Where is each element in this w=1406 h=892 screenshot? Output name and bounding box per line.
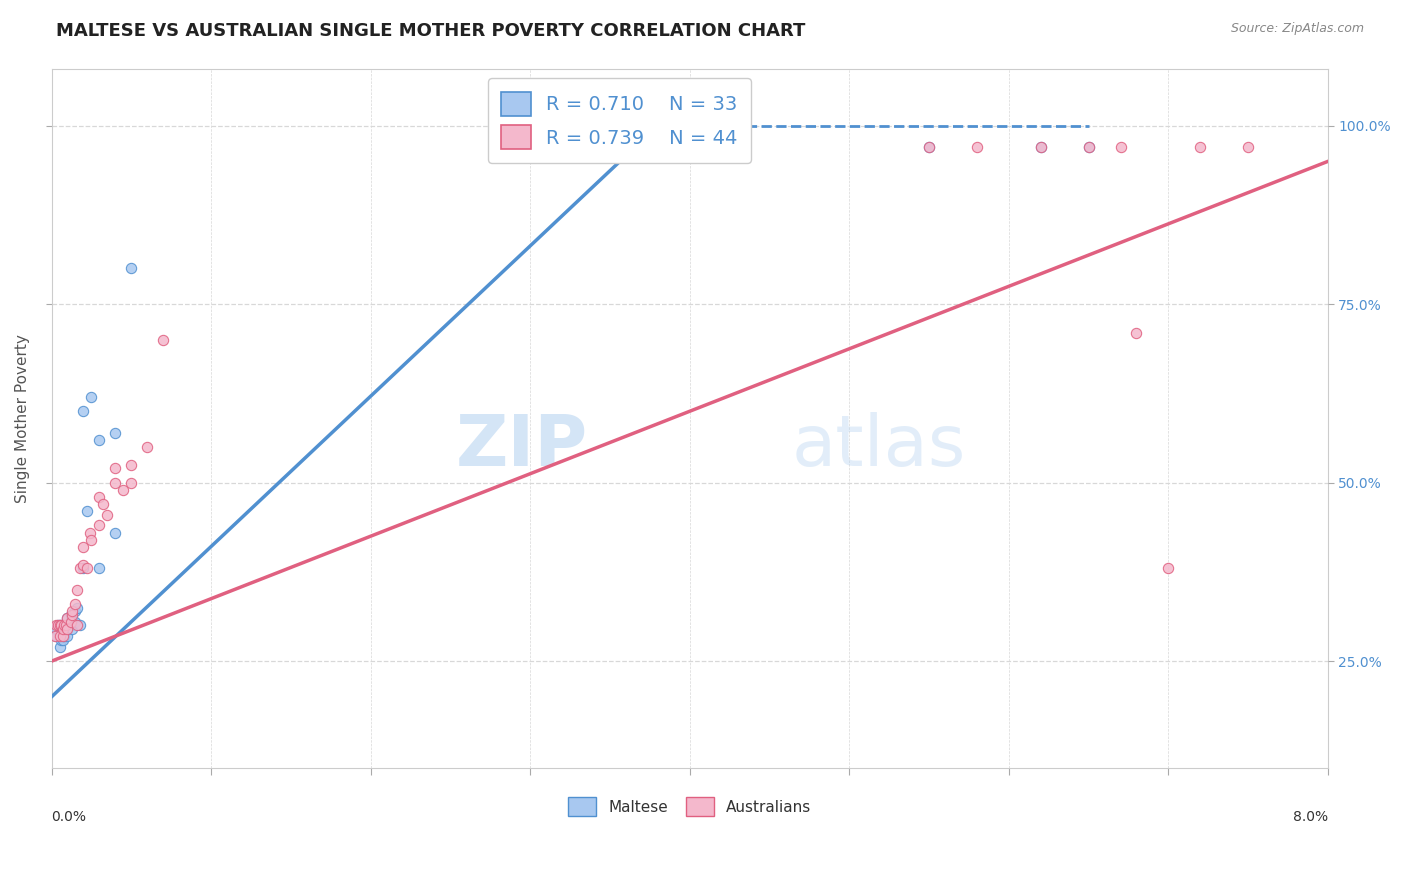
Point: [72, 540, 94, 554]
Text: atlas: atlas: [792, 412, 966, 481]
Point: [72, 404, 94, 418]
Point: [59, 615, 82, 629]
Point: [56, 611, 79, 625]
Text: Source: ZipAtlas.com: Source: ZipAtlas.com: [1230, 22, 1364, 36]
Point: [1157, 561, 1180, 575]
Point: [46, 618, 69, 632]
Point: [136, 440, 159, 454]
Point: [76, 561, 98, 575]
Point: [48, 640, 70, 654]
Point: [49, 632, 72, 647]
Point: [1109, 140, 1132, 154]
Point: [52, 629, 75, 643]
Point: [918, 140, 941, 154]
Point: [46, 618, 69, 632]
Point: [49, 618, 72, 632]
Point: [53, 618, 76, 632]
Text: 0.0%: 0.0%: [52, 810, 87, 824]
Point: [104, 461, 127, 475]
Point: [48, 618, 70, 632]
Point: [60, 607, 83, 622]
Point: [53, 629, 76, 643]
Point: [966, 140, 988, 154]
Point: [1125, 326, 1147, 340]
Point: [104, 475, 127, 490]
Point: [56, 622, 79, 636]
Point: [104, 425, 127, 440]
Point: [1189, 140, 1212, 154]
Point: [918, 140, 941, 154]
Point: [65, 597, 87, 611]
Point: [120, 261, 142, 276]
Point: [66, 582, 89, 597]
Point: [59, 607, 82, 622]
Point: [60, 622, 83, 636]
Point: [104, 525, 127, 540]
Point: [66, 600, 89, 615]
Point: [44, 629, 66, 643]
Point: [79, 525, 101, 540]
Point: [120, 458, 142, 472]
Point: [72, 558, 94, 572]
Point: [1029, 140, 1052, 154]
Point: [60, 604, 83, 618]
Point: [1029, 140, 1052, 154]
Point: [89, 561, 111, 575]
Point: [56, 622, 79, 636]
Point: [53, 625, 76, 640]
Point: [52, 629, 75, 643]
Point: [91, 497, 114, 511]
Point: [152, 333, 174, 347]
Point: [56, 611, 79, 625]
Point: [1077, 140, 1099, 154]
Text: 8.0%: 8.0%: [1294, 810, 1327, 824]
Legend: Maltese, Australians: Maltese, Australians: [561, 789, 818, 823]
Point: [52, 622, 75, 636]
Point: [56, 629, 79, 643]
Point: [60, 611, 83, 625]
Point: [59, 618, 82, 632]
Point: [96, 508, 118, 522]
Point: [1077, 140, 1099, 154]
Point: [45, 629, 67, 643]
Text: MALTESE VS AUSTRALIAN SINGLE MOTHER POVERTY CORRELATION CHART: MALTESE VS AUSTRALIAN SINGLE MOTHER POVE…: [56, 22, 806, 40]
Point: [52, 632, 75, 647]
Point: [69, 561, 91, 575]
Point: [80, 533, 103, 547]
Point: [45, 618, 67, 632]
Point: [89, 518, 111, 533]
Point: [72, 561, 94, 575]
Point: [55, 618, 77, 632]
Point: [76, 504, 98, 518]
Point: [112, 483, 135, 497]
Point: [48, 618, 70, 632]
Point: [1237, 140, 1260, 154]
Point: [89, 490, 111, 504]
Point: [65, 604, 87, 618]
Point: [65, 615, 87, 629]
Point: [66, 618, 89, 632]
Point: [45, 622, 67, 636]
Y-axis label: Single Mother Poverty: Single Mother Poverty: [15, 334, 30, 503]
Point: [48, 629, 70, 643]
Point: [89, 433, 111, 447]
Point: [120, 475, 142, 490]
Text: ZIP: ZIP: [456, 412, 588, 481]
Point: [69, 618, 91, 632]
Point: [80, 390, 103, 404]
